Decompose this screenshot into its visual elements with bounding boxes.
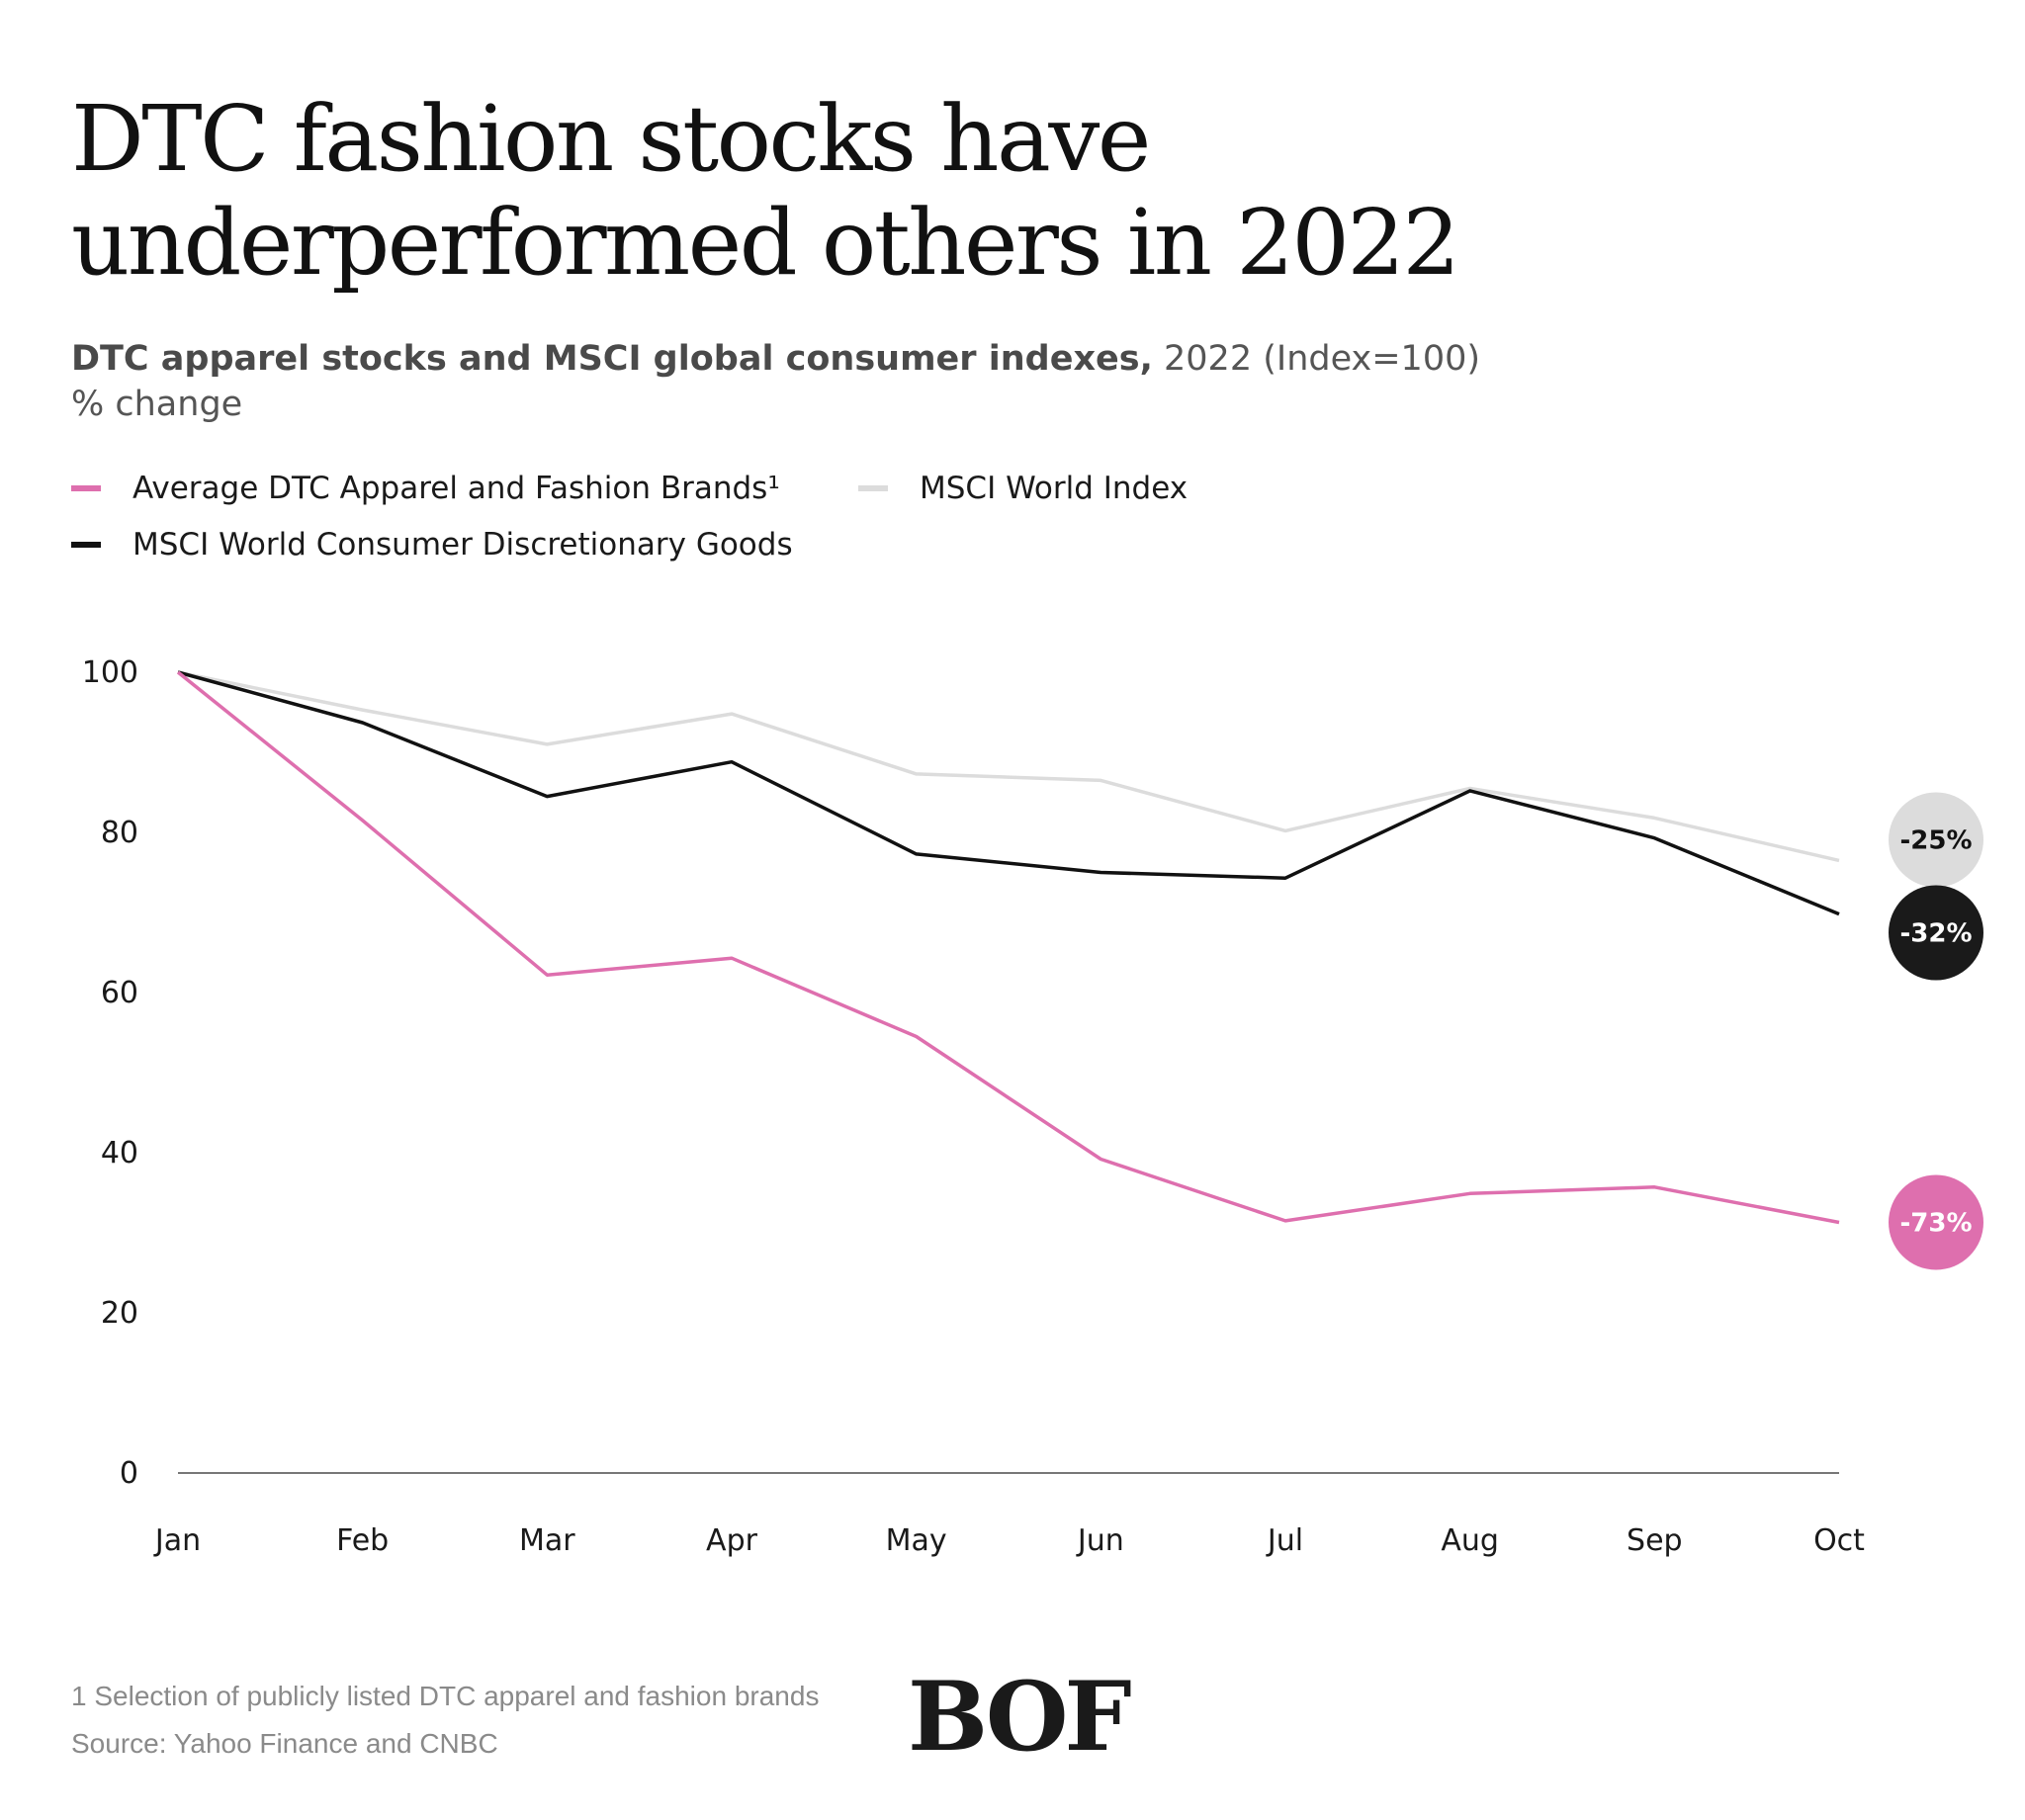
x-tick-label-feb: Feb	[336, 1523, 389, 1558]
bof-logo: BOF	[908, 1661, 1132, 1773]
end-labels: -25% -32% -73%	[1889, 792, 1983, 1270]
series-line-1	[177, 670, 1840, 916]
legend-item-dtc: Average DTC Apparel and Fashion Brands¹	[71, 471, 780, 506]
subtitle-rest: 2022 (Index=100)	[1152, 339, 1481, 379]
legend-label-msci-discretionary: MSCI World Consumer Discretionary Goods	[132, 527, 793, 563]
legend-label-msci-world: MSCI World Index	[920, 471, 1189, 506]
chart-subtitle: DTC apparel stocks and MSCI global consu…	[71, 336, 1480, 427]
chart-title: DTC fashion stocks have underperformed o…	[71, 87, 1752, 295]
legend-item-msci-world: MSCI World Index	[858, 471, 1188, 506]
subtitle-bold: DTC apparel stocks and MSCI global consu…	[71, 339, 1153, 379]
source: Source: Yahoo Finance and CNBC	[71, 1728, 498, 1759]
end-label-text-1: -32%	[1899, 918, 1972, 948]
x-tick-label-oct: Oct	[1813, 1523, 1865, 1558]
x-tick-label-jul: Jul	[1266, 1523, 1303, 1558]
legend-label-dtc: Average DTC Apparel and Fashion Brands¹	[132, 471, 780, 506]
legend-item-msci-discretionary: MSCI World Consumer Discretionary Goods	[71, 527, 793, 563]
end-label-circle-1	[1889, 885, 1983, 981]
y-tick-label-80: 80	[101, 816, 138, 850]
series-line-2	[176, 670, 1840, 1225]
x-tick-label-sep: Sep	[1627, 1523, 1683, 1558]
subtitle-line-1: DTC apparel stocks and MSCI global consu…	[71, 336, 1480, 382]
x-tick-label-may: May	[886, 1523, 947, 1558]
footnote-block: 1 Selection of publicly listed DTC appar…	[71, 1673, 819, 1768]
chart-title-line-2: underperformed others in 2022	[71, 190, 1460, 296]
x-tick-label-jan: Jan	[153, 1523, 201, 1558]
y-axis-ticks: 0 20 40 60 80 100	[82, 655, 138, 1491]
y-tick-label-20: 20	[101, 1296, 138, 1331]
series-lines	[176, 670, 1840, 1225]
x-tick-label-jun: Jun	[1076, 1523, 1124, 1558]
y-tick-label-40: 40	[101, 1136, 138, 1170]
y-tick-label-100: 100	[82, 655, 138, 690]
legend-swatch-dtc	[71, 485, 101, 491]
y-tick-label-0: 0	[120, 1456, 138, 1491]
end-label-text-0: -25%	[1899, 825, 1972, 855]
subtitle-line-2: % change	[71, 385, 243, 424]
legend: Average DTC Apparel and Fashion Brands¹ …	[71, 471, 1357, 589]
legend-swatch-msci-discretionary	[71, 542, 101, 548]
series-line-0	[177, 670, 1840, 863]
x-tick-label-aug: Aug	[1441, 1523, 1499, 1558]
x-tick-label-apr: Apr	[706, 1523, 758, 1558]
x-tick-label-mar: Mar	[519, 1523, 575, 1558]
end-label-circle-2	[1889, 1174, 1983, 1270]
end-label-circle-0	[1889, 792, 1983, 888]
footnote: 1 Selection of publicly listed DTC appar…	[71, 1681, 820, 1711]
y-tick-label-60: 60	[101, 976, 138, 1010]
line-chart: 0 20 40 60 80 100 Jan Feb Mar Apr May Jun Jul Aug Sep…	[82, 655, 1983, 1558]
chart-title-line-1: DTC fashion stocks have	[71, 86, 1151, 192]
x-axis-ticks: Jan Feb Mar Apr May Jun Jul Aug Sep Oct	[153, 1523, 1865, 1558]
legend-swatch-msci-world	[858, 485, 888, 491]
end-label-text-2: -73%	[1899, 1208, 1972, 1238]
